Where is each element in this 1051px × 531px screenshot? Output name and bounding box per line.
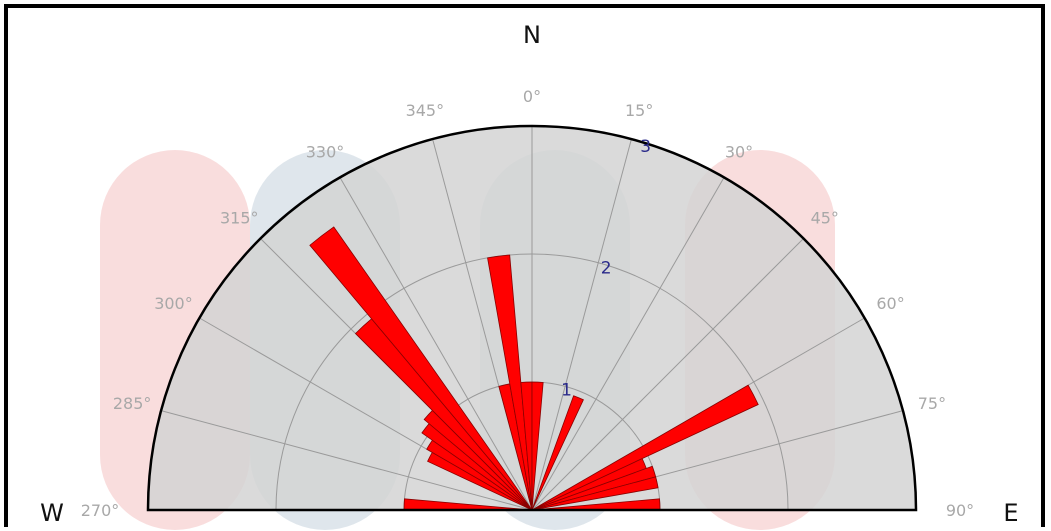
sector-bar-7 <box>309 226 533 511</box>
angle-label-11: 60° <box>876 294 904 313</box>
west-label: W <box>40 499 64 527</box>
grid-spoke-9 <box>531 177 725 511</box>
angle-labels: 270° 285° 300° 315° 330° 345° 0° 15° 30° 45° 60° 75… <box>81 87 974 520</box>
angle-label-1: 270° <box>81 501 120 520</box>
grid-spoke-10 <box>531 238 804 511</box>
east-label: E <box>1003 499 1018 527</box>
angle-label-13: 90° <box>946 501 974 520</box>
sector-bar-9 <box>487 254 533 511</box>
angle-label-12: 75° <box>918 394 946 413</box>
angle-label-2: 285° <box>113 394 152 413</box>
grid-spoke-5 <box>339 177 533 511</box>
grid-spoke-8 <box>531 138 632 511</box>
angle-label-7: 0° <box>523 87 541 106</box>
angle-label-5: 330° <box>306 142 345 161</box>
angle-label-6: 345° <box>406 101 445 120</box>
sector-bars <box>309 226 759 511</box>
plot-outline <box>146 124 918 512</box>
radial-label-3: 3 <box>640 137 651 157</box>
angle-label-3: 300° <box>154 294 193 313</box>
radial-label-2: 2 <box>601 259 612 279</box>
sector-bar-13 <box>531 384 759 511</box>
north-label: N <box>523 21 541 49</box>
sector-bar-16 <box>531 476 659 511</box>
angle-label-8: 15° <box>625 101 653 120</box>
sector-bar-12 <box>531 395 584 511</box>
angle-label-4: 315° <box>220 208 259 227</box>
radial-labels: 1 2 3 <box>561 137 651 400</box>
radial-label-1: 1 <box>561 380 572 400</box>
grid-spoke-2 <box>160 410 533 511</box>
angle-label-10: 45° <box>811 208 839 227</box>
angle-label-9: 30° <box>725 142 753 161</box>
sector-bar-11 <box>531 381 544 511</box>
